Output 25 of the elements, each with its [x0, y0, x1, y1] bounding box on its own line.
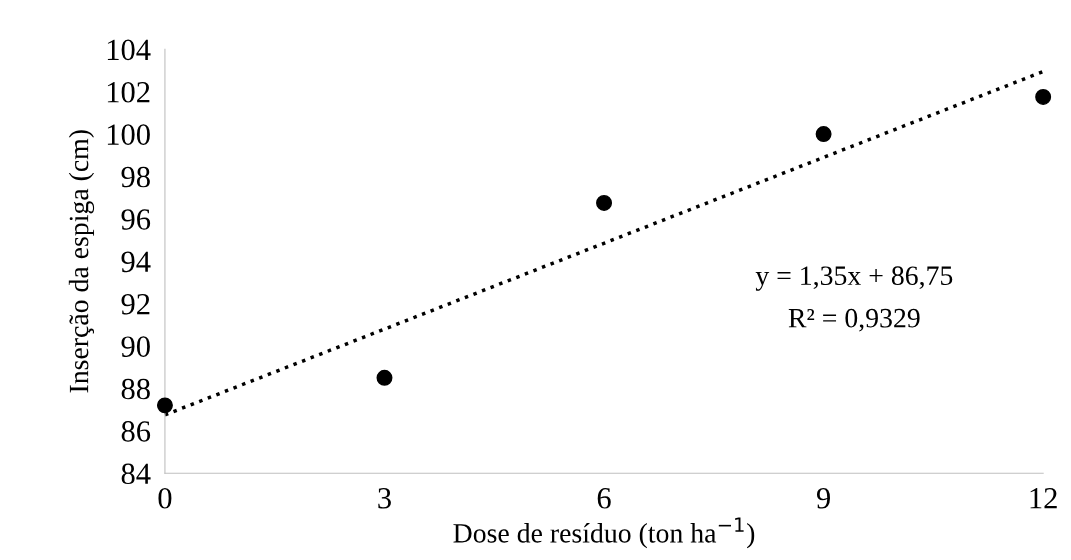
y-tick-label: 102	[107, 81, 150, 103]
annotation: y = 1,35x + 86,75	[755, 266, 953, 291]
y-tick-label: 98	[121, 166, 150, 188]
annotation: R² = 0,9329	[788, 308, 920, 332]
y-tick-label: 94	[121, 251, 151, 273]
x-tick-label: 6	[597, 488, 611, 509]
x-tick-label: 3	[378, 488, 391, 509]
y-tick-label: 86	[121, 421, 151, 442]
x-tick-label: 12	[1030, 488, 1057, 509]
x-axis-title: Dose de resíduo (ton ha$^{−1}$)	[453, 517, 755, 549]
y-tick-label: 84	[121, 463, 151, 485]
y-tick-label: 104	[107, 39, 151, 61]
y-tick-label: 90	[121, 336, 150, 357]
point	[596, 194, 613, 211]
x-tick-label: 9	[816, 488, 830, 509]
point	[1035, 88, 1052, 105]
x-tick-label: 0	[158, 487, 172, 509]
point	[376, 369, 393, 386]
y-tick-label: 100	[107, 124, 150, 145]
y-tick-label: 88	[121, 378, 150, 400]
y-tick-label: 96	[121, 209, 151, 230]
point	[156, 397, 173, 414]
y-axis-title: Inserção da espiga (cm)	[68, 130, 95, 393]
y-tick-label: 92	[121, 294, 150, 315]
point	[815, 126, 832, 143]
